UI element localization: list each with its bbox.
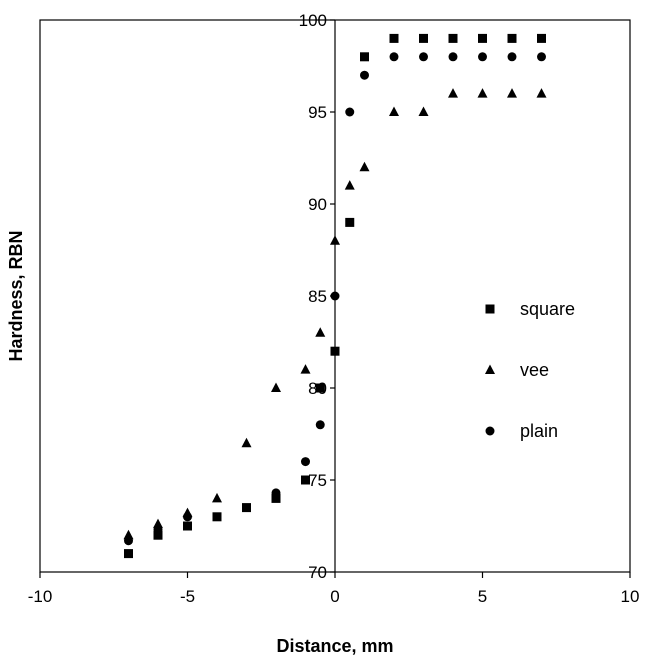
plain-point	[448, 52, 458, 62]
plain-point	[360, 70, 369, 80]
square-point	[389, 33, 399, 43]
plain-point	[153, 525, 163, 535]
x-tick-label: -5	[180, 587, 195, 606]
vee-point	[315, 327, 326, 337]
vee-point	[477, 88, 488, 98]
plain-point	[507, 52, 517, 62]
square-point	[478, 33, 487, 43]
square-point	[153, 530, 163, 540]
vee-point	[344, 180, 355, 190]
data-points	[123, 33, 547, 559]
x-tick-label: -10	[28, 587, 53, 606]
legend: square vee plain	[485, 299, 575, 441]
vee-point	[300, 364, 311, 374]
plain-point	[183, 512, 192, 522]
y-tick-label: 95	[308, 103, 327, 122]
plain-point	[315, 420, 325, 430]
vee-point	[389, 106, 399, 116]
legend-marker-square	[485, 304, 495, 314]
x-tick-label: 0	[330, 587, 339, 606]
legend-marker-plain	[485, 426, 495, 436]
legend-label-square: square	[520, 299, 575, 319]
square-point	[242, 503, 251, 513]
vee-point	[536, 88, 547, 98]
vee-point	[241, 437, 252, 448]
square-point	[360, 52, 369, 62]
square-point	[271, 493, 281, 503]
plain-point	[537, 52, 546, 62]
plain-point	[419, 52, 428, 62]
plain-point	[345, 107, 355, 117]
vee-point	[212, 492, 222, 503]
square-point	[212, 512, 222, 522]
square-point	[183, 521, 192, 531]
square-point	[448, 33, 458, 43]
plain-point	[389, 52, 399, 62]
x-tick-label: 5	[478, 587, 487, 606]
vee-point	[507, 88, 517, 98]
vee-point	[359, 161, 370, 172]
y-tick-label: 85	[308, 287, 327, 306]
x-axis-title: Distance, mm	[276, 636, 393, 656]
vee-point	[123, 529, 134, 540]
x-tick-label: 10	[621, 587, 640, 606]
plain-point	[124, 536, 133, 546]
x-axis: -10 -5 0 5 10	[28, 572, 640, 606]
y-tick-label: 70	[308, 563, 327, 582]
plain-point	[301, 457, 310, 467]
square-point	[315, 383, 325, 393]
vee-point	[271, 382, 281, 392]
square-point	[419, 33, 428, 43]
square-point	[330, 346, 340, 356]
y-tick-label: 100	[299, 11, 327, 30]
square-point	[345, 217, 355, 227]
vee-point	[448, 88, 458, 98]
y-tick-label: 90	[308, 195, 327, 214]
square-point	[537, 33, 546, 43]
y-tick-label: 75	[308, 471, 327, 490]
legend-marker-vee	[485, 364, 495, 374]
legend-label-vee: vee	[520, 360, 549, 380]
vee-point	[418, 106, 429, 116]
plain-point	[330, 291, 340, 301]
plain-point	[478, 52, 487, 62]
vee-point	[153, 518, 163, 529]
plain-point	[271, 488, 281, 498]
vee-point	[330, 235, 340, 245]
legend-label-plain: plain	[520, 421, 558, 441]
square-point	[507, 33, 517, 43]
square-point	[301, 475, 310, 485]
square-point	[124, 549, 133, 559]
y-axis-title: Hardness, RBN	[6, 230, 26, 361]
